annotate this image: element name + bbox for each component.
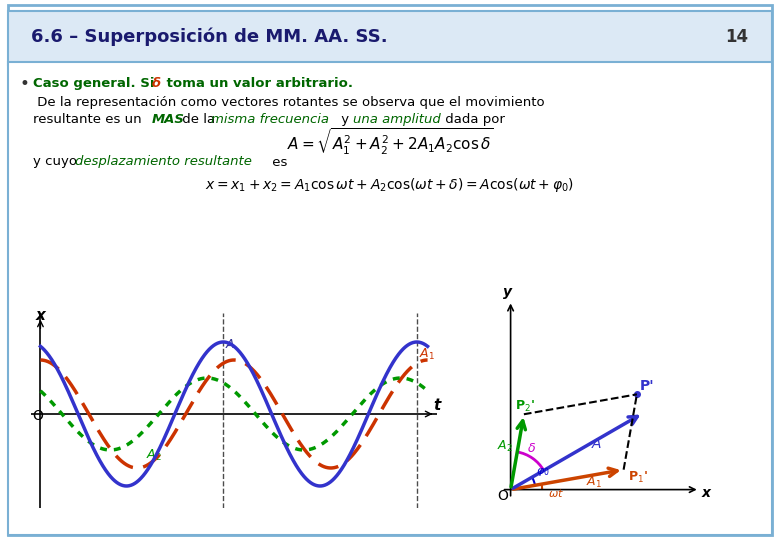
Text: misma frecuencia: misma frecuencia xyxy=(211,113,328,126)
Text: O: O xyxy=(33,409,44,423)
Text: $A$: $A$ xyxy=(590,436,602,450)
Text: P$_1$': P$_1$' xyxy=(628,469,648,484)
Text: $\delta$: $\delta$ xyxy=(526,442,536,455)
Text: una amplitud: una amplitud xyxy=(353,113,440,126)
Text: y: y xyxy=(503,285,512,299)
FancyBboxPatch shape xyxy=(8,62,772,535)
Text: MAS: MAS xyxy=(151,113,184,126)
Text: toma un valor arbitrario.: toma un valor arbitrario. xyxy=(162,77,353,90)
Text: y cuyo: y cuyo xyxy=(33,156,81,168)
Text: $A_1$: $A_1$ xyxy=(420,347,435,362)
Text: Caso general. Si: Caso general. Si xyxy=(33,77,159,90)
Text: resultante es un: resultante es un xyxy=(33,113,146,126)
Text: de la: de la xyxy=(178,113,219,126)
Text: $A_2$: $A_2$ xyxy=(147,448,162,463)
Text: δ: δ xyxy=(152,77,161,90)
Text: $x = x_1 + x_2 = A_1\cos\omega t + A_2\cos(\omega t + \delta) = A\cos(\omega t +: $x = x_1 + x_2 = A_1\cos\omega t + A_2\c… xyxy=(205,176,575,194)
Text: O: O xyxy=(497,489,508,503)
Text: 6.6 – Superposición de MM. AA. SS.: 6.6 – Superposición de MM. AA. SS. xyxy=(31,28,388,46)
Text: $A = \sqrt{A_1^2 + A_2^2 + 2A_1 A_2 \cos\delta}$: $A = \sqrt{A_1^2 + A_2^2 + 2A_1 A_2 \cos… xyxy=(286,126,494,157)
Text: P$_2$': P$_2$' xyxy=(515,399,535,414)
Text: $\varphi_0$: $\varphi_0$ xyxy=(536,467,550,478)
Text: P': P' xyxy=(640,379,654,393)
FancyBboxPatch shape xyxy=(8,5,772,535)
Text: desplazamiento resultante: desplazamiento resultante xyxy=(75,156,252,168)
Text: A: A xyxy=(225,338,234,351)
Text: x: x xyxy=(36,308,46,323)
Text: $A_2$: $A_2$ xyxy=(498,439,513,454)
FancyBboxPatch shape xyxy=(8,11,772,65)
Text: x: x xyxy=(701,486,711,500)
Text: dada por: dada por xyxy=(441,113,505,126)
Text: es: es xyxy=(268,156,288,168)
Text: $A_1$: $A_1$ xyxy=(587,475,602,490)
Text: De la representación como vectores rotantes se observa que el movimiento: De la representación como vectores rotan… xyxy=(33,96,544,109)
Text: 14: 14 xyxy=(725,28,749,46)
Text: •: • xyxy=(20,75,30,93)
Text: t: t xyxy=(434,399,441,414)
Text: y: y xyxy=(337,113,353,126)
Text: $\omega t$: $\omega t$ xyxy=(548,487,565,499)
